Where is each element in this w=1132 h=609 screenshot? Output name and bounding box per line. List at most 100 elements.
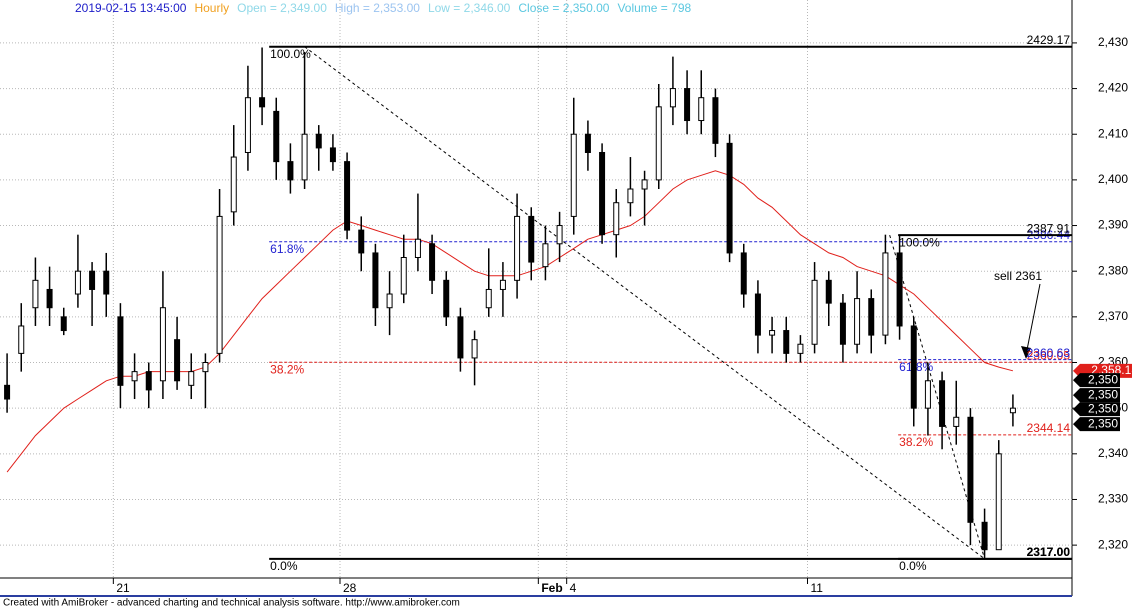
x-tick-label: 28	[343, 581, 357, 595]
candle-body	[131, 371, 138, 382]
candle-body	[60, 316, 67, 332]
candle-body	[712, 97, 719, 144]
candle-body	[627, 188, 634, 204]
candle-body	[599, 151, 606, 236]
candle-body	[358, 229, 365, 254]
header-item: Low = 2,346.00	[428, 1, 511, 15]
y-tick-label: 2,340	[1098, 446, 1128, 460]
candle-body	[726, 142, 733, 254]
candle-body	[216, 215, 223, 354]
candle-body	[939, 380, 946, 427]
annotation-arrowhead	[1021, 346, 1031, 359]
header-item: 2019-02-15 13:45:00	[75, 1, 187, 15]
x-tick-label: Feb	[541, 581, 562, 595]
candle-body	[839, 302, 846, 345]
y-tick-label: 2,390	[1098, 218, 1128, 232]
candle-body	[924, 380, 931, 409]
candle-body	[386, 293, 393, 309]
candle-body	[244, 97, 251, 153]
candle-body	[4, 384, 11, 400]
candle-body	[46, 288, 53, 309]
candle-body	[74, 270, 81, 295]
candle-body	[429, 243, 436, 281]
y-tick-label: 2,400	[1098, 172, 1128, 186]
header-item: Open = 2,349.00	[237, 1, 327, 15]
fib-percent: 0.0%	[270, 559, 298, 573]
chart-header: 2019-02-15 13:45:00 Hourly Open = 2,349.00…	[75, 1, 691, 15]
fib-price: 2344.14	[1027, 421, 1071, 435]
candle-body	[471, 339, 478, 359]
fib-price: 2360.63	[1027, 346, 1071, 360]
x-tick-label: 21	[116, 581, 130, 595]
fib-percent: 38.2%	[270, 362, 304, 376]
candle-body	[953, 416, 960, 427]
candle-body	[769, 330, 776, 336]
candle-body	[117, 316, 124, 386]
candle-body	[372, 252, 379, 309]
candle-body	[981, 521, 988, 551]
fib-price: 2360.05	[1027, 348, 1071, 362]
y-tick-label: 2,430	[1098, 35, 1128, 49]
candle-body	[485, 288, 492, 309]
candle-body	[783, 330, 790, 354]
candle-body	[230, 156, 237, 213]
candle-body	[556, 225, 563, 245]
fib-percent: 100.0%	[899, 235, 940, 249]
fib-percent: 38.2%	[899, 435, 933, 449]
fib-price: 2317.00	[1027, 545, 1071, 559]
candle-body	[882, 252, 889, 336]
y-tick-label: 2,420	[1098, 81, 1128, 95]
candle-body	[698, 97, 705, 122]
candle-body	[1009, 407, 1016, 414]
candle-body	[854, 298, 861, 345]
candle-body	[174, 339, 181, 382]
candle-body	[301, 133, 308, 181]
candle-body	[315, 133, 322, 149]
candle-body	[641, 179, 648, 190]
candle-body	[499, 279, 506, 290]
candle-body	[443, 279, 450, 318]
candle-body	[103, 270, 110, 295]
fib-price: 2387.91	[1027, 221, 1071, 235]
candle-body	[457, 316, 464, 359]
fib-percent: 61.8%	[270, 242, 304, 256]
header-item: Close = 2,350.00	[518, 1, 609, 15]
header-item: High = 2,353.00	[335, 1, 420, 15]
x-tick-label: 4	[570, 581, 577, 595]
footer: Created with AmiBroker - advanced charti…	[3, 598, 460, 609]
annotation: sell 2361	[994, 269, 1042, 283]
fib-price: 2317.00	[1027, 545, 1071, 559]
candle-body	[542, 243, 549, 268]
candle-body	[32, 279, 39, 309]
candle-body	[797, 343, 804, 354]
candle-body	[400, 256, 407, 295]
fib-price: 2429.17	[1027, 33, 1071, 47]
price-box-label: 2,350	[1088, 416, 1118, 430]
y-tick-label: 2,410	[1098, 126, 1128, 140]
price-box	[1073, 373, 1120, 388]
candle-body	[868, 298, 875, 336]
candle-body	[89, 270, 96, 290]
candle-body	[754, 293, 761, 336]
candle-body	[514, 215, 521, 281]
candle-body	[188, 371, 195, 386]
price-box	[1073, 388, 1120, 403]
price-box	[1073, 417, 1120, 432]
fib-percent: 0.0%	[899, 559, 927, 573]
price-box	[1073, 402, 1120, 417]
price-box-label: 2,350	[1088, 372, 1118, 386]
price-box-label: 2,350	[1088, 401, 1118, 415]
candle-body	[570, 133, 577, 217]
candle-body	[344, 161, 351, 231]
candle-body	[684, 88, 691, 122]
candle-body	[329, 147, 336, 163]
candle-body	[259, 97, 266, 108]
header-item: Hourly	[194, 1, 229, 15]
candle-body	[811, 279, 818, 345]
y-tick-label: 2,330	[1098, 492, 1128, 506]
candle-body	[414, 238, 421, 258]
x-tick-label: 11	[811, 581, 824, 595]
